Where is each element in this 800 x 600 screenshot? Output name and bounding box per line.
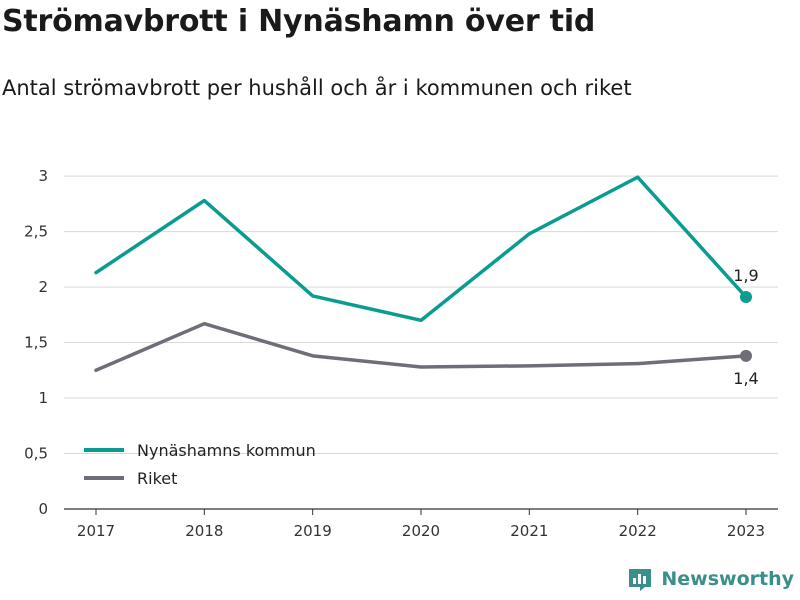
- x-axis: 2017 2018 2019 2020 2021 2022 2023: [64, 508, 778, 540]
- legend-label: Riket: [137, 469, 177, 488]
- end-point-marker: [740, 349, 752, 362]
- y-tick-label: 1: [38, 389, 48, 407]
- series-line-1: [94, 175, 748, 323]
- x-tick-label: 2022: [619, 522, 657, 540]
- series-line-2: [94, 321, 748, 373]
- end-value-label: 1,9: [733, 266, 758, 285]
- y-tick-label: 0: [38, 500, 48, 518]
- data-labels: 1,9 1,4: [733, 266, 758, 388]
- brand-logo: Newsworthy: [627, 566, 794, 592]
- chart-subtitle: Antal strömavbrott per hushåll och år i …: [2, 76, 632, 100]
- line-chart: 00,511,522,53 2017 2018 2019 2020 2021 2022 20…: [24, 167, 778, 540]
- y-tick-label: 2,5: [24, 223, 48, 241]
- x-tick-label: 2020: [402, 522, 440, 540]
- y-tick-label: 0,5: [24, 445, 48, 463]
- y-tick-label: 2: [38, 278, 48, 296]
- x-tick-label: 2019: [294, 522, 332, 540]
- end-value-label: 1,4: [733, 369, 758, 388]
- x-tick-label: 2018: [185, 522, 223, 540]
- brand-name: Newsworthy: [661, 568, 794, 590]
- chart-title: Strömavbrott i Nynäshamn över tid: [2, 4, 596, 39]
- series-lines: [94, 175, 752, 373]
- x-tick-label: 2023: [727, 522, 765, 540]
- end-point-marker: [740, 291, 752, 304]
- y-tick-label: 3: [38, 167, 48, 185]
- x-tick-label: 2021: [510, 522, 548, 540]
- x-tick-label: 2017: [77, 522, 115, 540]
- legend-label: Nynäshamns kommun: [137, 441, 316, 460]
- grid-lines: 0 0,5 1 1,5 2 2,5 3: [24, 167, 778, 518]
- y-tick-label: 1,5: [24, 334, 48, 352]
- newsworthy-logo-icon: [629, 569, 652, 591]
- legend: Nynäshamns kommun Riket: [84, 441, 316, 488]
